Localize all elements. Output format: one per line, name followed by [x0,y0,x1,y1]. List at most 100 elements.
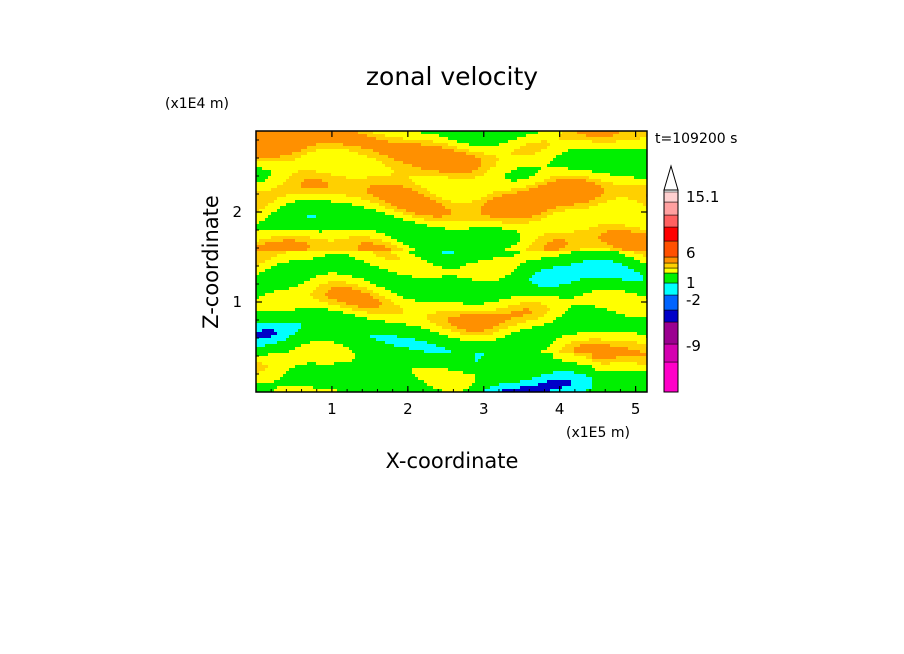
field-cell [460,152,464,156]
field-cell [424,179,428,183]
field-cell [508,206,512,210]
field-cell [595,137,599,141]
field-cell [490,161,494,165]
field-cell [364,200,368,204]
field-cell [274,242,278,246]
field-cell [538,134,542,138]
field-cell [424,164,428,168]
field-cell [310,209,314,213]
field-cell [625,182,629,186]
field-cell [571,227,575,231]
field-cell [580,155,584,159]
field-cell [364,149,368,153]
field-cell [385,233,389,237]
field-cell [403,131,407,135]
field-cell [262,167,266,171]
field-cell [475,239,479,243]
field-cell [406,173,410,177]
field-cell [307,134,311,138]
field-cell [493,188,497,192]
field-cell [457,134,461,138]
field-cell [463,191,467,195]
field-cell [259,152,263,156]
field-cell [313,143,317,147]
field-cell [469,155,473,159]
field-cell [286,242,290,246]
field-cell [565,221,569,225]
field-cell [412,212,416,216]
field-cell [370,203,374,207]
field-cell [634,233,638,237]
field-cell [361,143,365,147]
field-cell [511,218,515,222]
field-cell [445,233,449,237]
field-cell [388,182,392,186]
field-cell [298,236,302,240]
field-cell [388,236,392,240]
field-cell [595,161,599,165]
field-cell [553,230,557,234]
field-cell [340,155,344,159]
field-cell [286,170,290,174]
field-cell [460,155,464,159]
field-cell [631,206,635,210]
field-cell [505,233,509,237]
field-cell [304,227,308,231]
field-cell [400,143,404,147]
field-cell [484,143,488,147]
field-cell [418,176,422,180]
field-cell [541,203,545,207]
field-cell [394,239,398,243]
field-cell [379,173,383,177]
field-cell [289,161,293,165]
field-cell [388,179,392,183]
field-cell [262,191,266,195]
field-cell [523,185,527,189]
field-cell [349,161,353,165]
field-cell [448,185,452,189]
field-cell [259,140,263,144]
field-cell [280,167,284,171]
field-cell [256,233,260,237]
field-cell [601,182,605,186]
field-cell [469,224,473,228]
field-cell [637,203,641,207]
field-cell [430,230,434,234]
field-cell [268,188,272,192]
field-cell [346,239,350,243]
field-cell [583,191,587,195]
field-cell [289,152,293,156]
field-cell [334,185,338,189]
field-cell [319,200,323,204]
field-cell [346,203,350,207]
field-cell [328,224,332,228]
field-cell [487,176,491,180]
field-cell [643,152,647,156]
field-cell [625,200,629,204]
field-cell [499,146,503,150]
field-cell [529,182,533,186]
field-cell [265,185,269,189]
field-cell [361,170,365,174]
field-cell [643,224,647,228]
field-cell [436,242,440,246]
field-cell [622,233,626,237]
field-cell [340,215,344,219]
field-cell [643,197,647,201]
field-cell [511,236,515,240]
field-cell [382,131,386,135]
field-cell [466,227,470,231]
field-cell [325,182,329,186]
field-cell [427,203,431,207]
field-cell [580,185,584,189]
field-cell [553,164,557,168]
field-cell [487,242,491,246]
field-cell [364,179,368,183]
field-cell [529,218,533,222]
field-cell [424,176,428,180]
field-cell [391,167,395,171]
field-cell [298,146,302,150]
field-cell [583,206,587,210]
field-cell [529,176,533,180]
field-cell [472,131,476,135]
